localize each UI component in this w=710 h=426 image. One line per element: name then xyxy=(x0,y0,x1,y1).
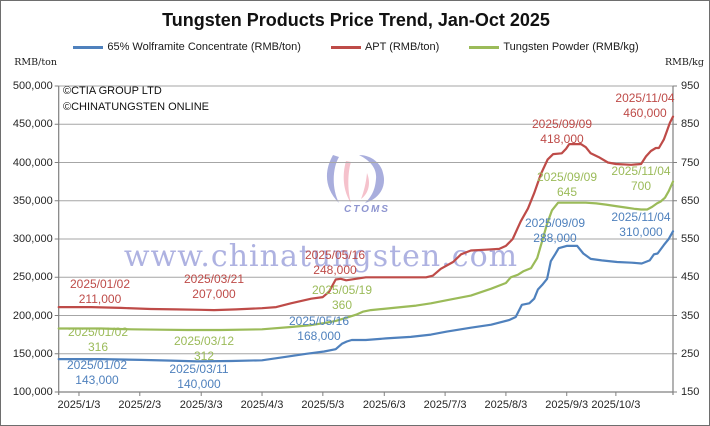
watermark-ctoms-text: CTOMS xyxy=(344,204,390,215)
x-axis-tick-label: 2025/10/3 xyxy=(591,399,641,411)
right-axis-tick-label: 150 xyxy=(681,386,700,398)
annotation-date: 2025/09/09 xyxy=(524,216,586,230)
annotation-date: 2025/11/04 xyxy=(611,210,671,224)
left-axis-tick-label: 300,000 xyxy=(12,233,53,245)
right-axis-tick-label: 850 xyxy=(681,118,700,131)
right-axis-unit-label: RMB/kg xyxy=(665,57,704,68)
legend-label-0: 65% Wolframite Concentrate (RMB/ton) xyxy=(107,41,301,53)
x-axis-tick-label: 2025/7/3 xyxy=(423,399,467,411)
series-line-2 xyxy=(57,180,675,332)
annotation-date: 2025/09/09 xyxy=(531,117,593,131)
annotation-date: 2025/11/04 xyxy=(611,164,671,178)
left-axis-unit-label: RMB/ton xyxy=(14,57,57,68)
right-axis-tick-label: 650 xyxy=(681,194,700,207)
annotation-value: 140,000 xyxy=(177,377,221,391)
x-axis-tick-label: 2025/2/3 xyxy=(118,399,162,411)
annotation-value: 310,000 xyxy=(619,225,663,239)
annotation-date: 2025/03/21 xyxy=(183,272,245,286)
right-axis-tick-label: 550 xyxy=(681,233,700,245)
legend-item-0: 65% Wolframite Concentrate (RMB/ton) xyxy=(73,41,301,53)
copyright-line-2: ©CHINATUNGSTEN ONLINE xyxy=(63,101,210,113)
series-line-0 xyxy=(57,230,675,363)
chart-legend: 65% Wolframite Concentrate (RMB/ton) APT … xyxy=(1,41,709,53)
annotation-date: 2025/03/12 xyxy=(173,334,235,348)
annotation-date: 2025/01/02 xyxy=(67,325,129,339)
annotation-value: 316 xyxy=(87,340,109,354)
series-line-1 xyxy=(57,115,675,312)
x-axis-tick-label: 2025/5/3 xyxy=(301,399,345,411)
annotation-value: 143,000 xyxy=(75,373,119,387)
annotation-date: 2025/01/02 xyxy=(69,277,131,291)
annotation-value: 645 xyxy=(556,185,578,199)
annotation-value: 168,000 xyxy=(297,329,341,343)
right-axis-tick-label: 250 xyxy=(681,347,700,360)
legend-swatch-2 xyxy=(469,45,500,49)
watermark-logo xyxy=(326,155,385,203)
x-axis-tick-label: 2025/9/3 xyxy=(545,399,589,411)
chart-title: Tungsten Products Price Trend, Jan-Oct 2… xyxy=(162,10,550,30)
legend-item-2: Tungsten Powder (RMB/kg) xyxy=(469,41,639,53)
annotation-date: 2025/09/09 xyxy=(536,170,598,184)
annotation-value: 248,000 xyxy=(313,263,357,277)
annotation-date: 2025/11/04 xyxy=(615,91,675,105)
annotation-value: 211,000 xyxy=(78,292,122,306)
left-axis-tick-label: 350,000 xyxy=(12,194,53,207)
copyright-notice: ©CTIA GROUP LTD ©CHINATUNGSTEN ONLINE xyxy=(63,83,209,115)
copyright-line-1: ©CTIA GROUP LTD xyxy=(63,85,162,97)
annotation-value: 288,000 xyxy=(533,231,577,245)
annotation-date: 2025/05/16 xyxy=(288,314,350,328)
watermark-url-text: www.chinatungsten.com xyxy=(123,239,519,274)
annotation-date: 2025/01/02 xyxy=(66,358,128,372)
right-axis-tick-label: 450 xyxy=(681,271,700,284)
annotation-value: 418,000 xyxy=(540,132,584,146)
annotation-value: 700 xyxy=(630,179,652,193)
annotation-value: 460,000 xyxy=(623,106,667,120)
left-axis-tick-label: 200,000 xyxy=(12,309,53,322)
x-axis-tick-label: 2025/1/3 xyxy=(57,399,101,411)
legend-swatch-0 xyxy=(73,45,104,49)
x-axis-tick-label: 2025/6/3 xyxy=(362,399,406,411)
right-axis-tick-label: 950 xyxy=(681,80,700,92)
x-axis-tick-label: 2025/8/3 xyxy=(484,399,528,411)
legend-label-2: Tungsten Powder (RMB/kg) xyxy=(503,41,639,53)
right-axis-tick-label: 350 xyxy=(681,309,700,322)
annotation-date: 2025/05/16 xyxy=(304,248,366,262)
left-axis-tick-label: 100,000 xyxy=(12,386,53,398)
annotation-value: 312 xyxy=(193,349,215,363)
left-axis-tick-label: 500,000 xyxy=(12,80,53,92)
left-axis-tick-label: 400,000 xyxy=(12,156,53,169)
left-axis-tick-label: 450,000 xyxy=(12,118,53,131)
annotation-date: 2025/03/11 xyxy=(169,362,229,376)
legend-label-1: APT (RMB/ton) xyxy=(364,41,440,53)
x-axis-tick-label: 2025/4/3 xyxy=(240,399,284,411)
legend-item-1: APT (RMB/ton) xyxy=(330,41,440,53)
annotation-date: 2025/05/19 xyxy=(311,283,373,297)
left-axis-tick-label: 150,000 xyxy=(12,347,53,360)
legend-swatch-1 xyxy=(330,45,361,49)
left-axis-tick-label: 250,000 xyxy=(12,271,53,284)
right-axis-tick-label: 750 xyxy=(681,156,700,169)
x-axis-tick-label: 2025/3/3 xyxy=(179,399,223,411)
annotation-value: 207,000 xyxy=(192,287,236,301)
annotation-value: 360 xyxy=(331,298,353,312)
